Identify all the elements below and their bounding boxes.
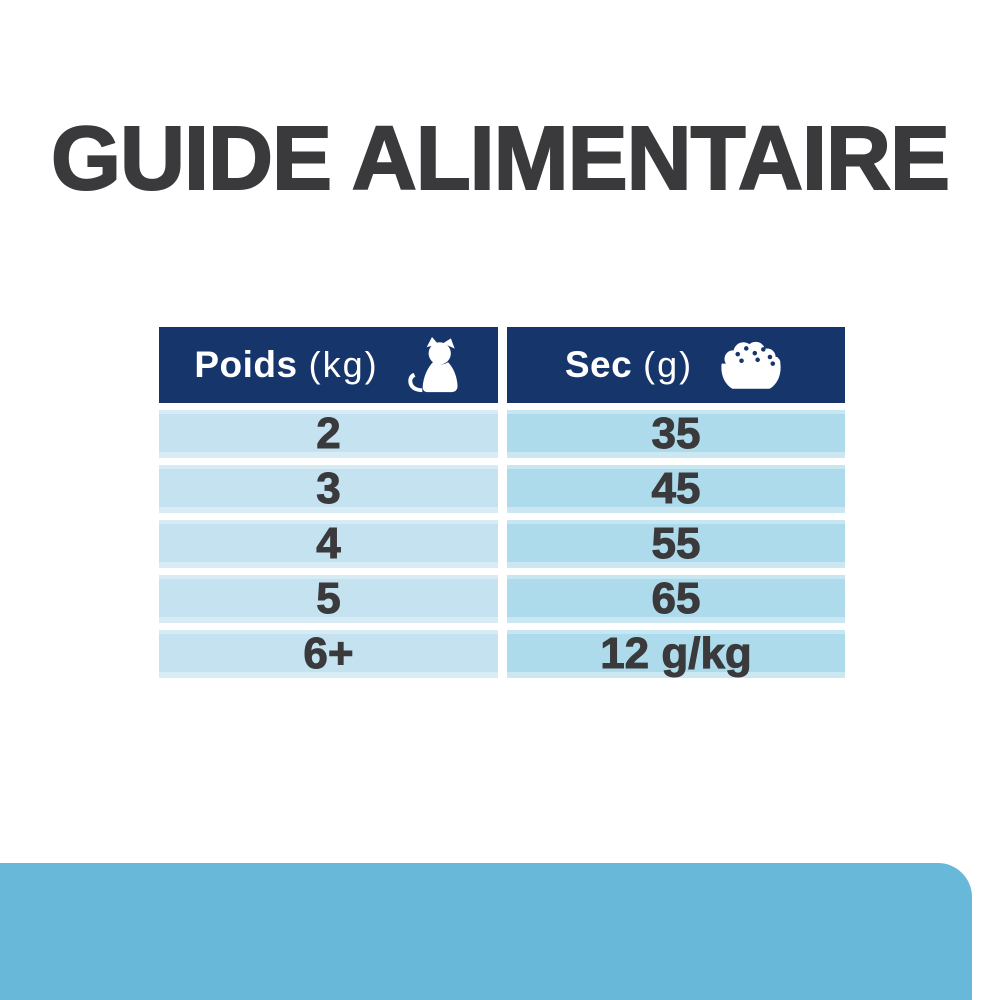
bottom-blue-band <box>0 863 972 1000</box>
amount-cell: 45 <box>507 464 845 514</box>
weight-header-label: Poids <box>194 344 298 385</box>
feeding-table: Poids (kg) Sec (g) <box>159 327 845 679</box>
weight-column-header: Poids (kg) <box>159 327 498 403</box>
page-title: GUIDE ALIMENTAIRE <box>50 109 951 210</box>
food-bowl-icon <box>715 338 787 393</box>
weight-header-unit: (kg) <box>308 344 379 385</box>
cat-icon <box>401 336 463 394</box>
food-header-label: Sec <box>564 344 633 385</box>
weight-cell: 4 <box>159 519 498 569</box>
weight-cell: 2 <box>159 409 498 459</box>
food-header-unit: (g) <box>643 344 694 385</box>
amount-cell: 35 <box>507 409 845 459</box>
weight-cell: 3 <box>159 464 498 514</box>
weight-cell: 5 <box>159 574 498 624</box>
amount-cell: 55 <box>507 519 845 569</box>
amount-cell: 65 <box>507 574 845 624</box>
amount-cell: 12 g/kg <box>507 629 845 679</box>
weight-cell: 6+ <box>159 629 498 679</box>
food-column-header: Sec (g) <box>507 327 845 403</box>
